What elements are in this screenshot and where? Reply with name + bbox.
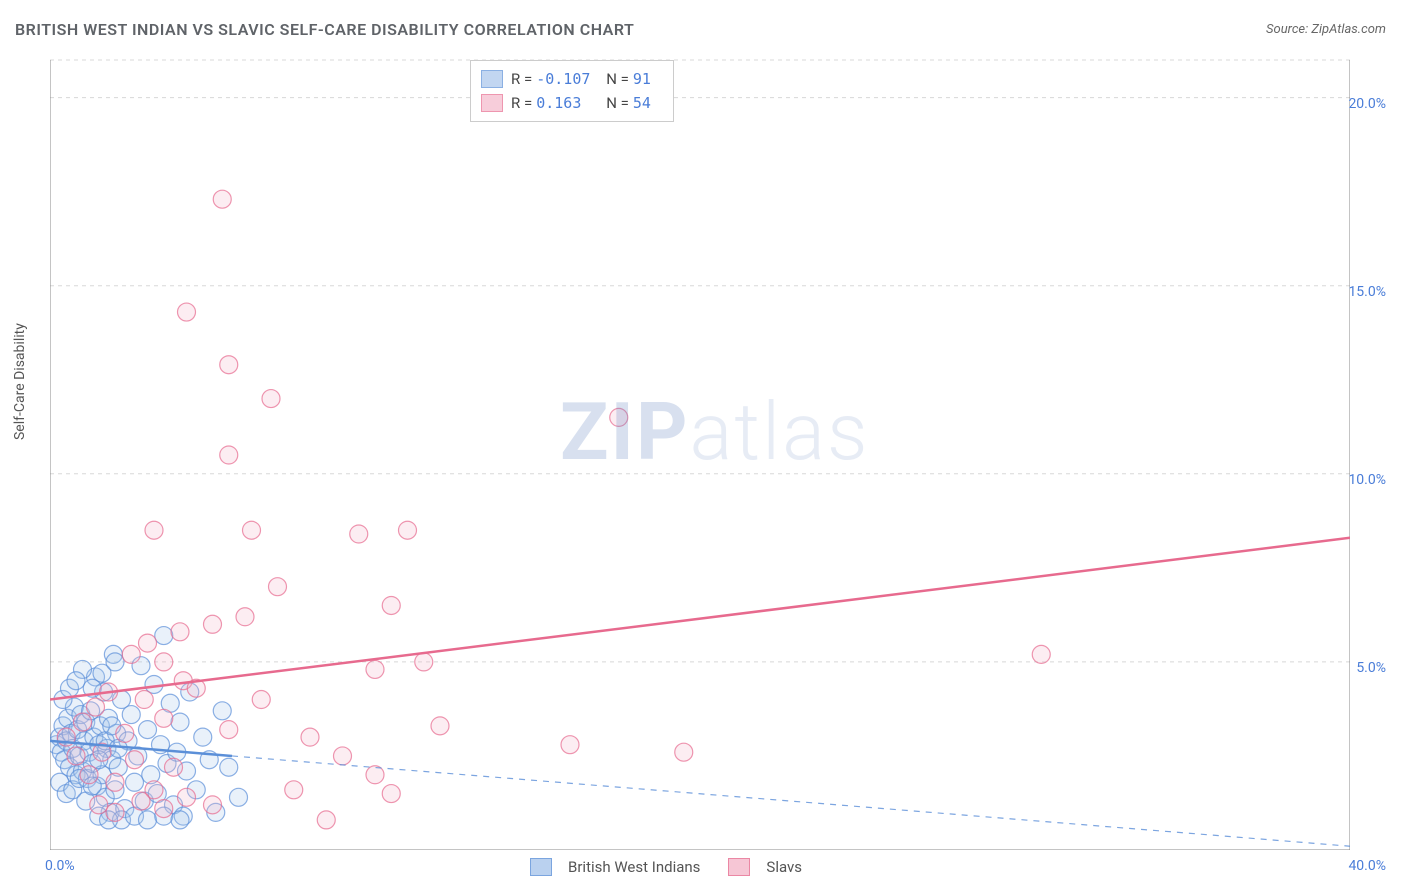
legend-label: British West Indians [568,858,700,876]
legend-item: Slavs [728,858,802,876]
chart-title: BRITISH WEST INDIAN VS SLAVIC SELF-CARE … [15,20,634,39]
legend-swatch [481,94,503,112]
legend-swatch [481,70,503,88]
stats-row: R = 0.163N = 54 [481,91,663,115]
legend-item: British West Indians [530,858,700,876]
source-label: Source: ZipAtlas.com [1266,22,1386,37]
y-tick-label: 5.0% [1356,660,1386,676]
legend-swatch [530,858,552,876]
stats-row: R = -0.107N = 91 [481,67,663,91]
y-tick-label: 20.0% [1348,96,1386,112]
y-tick-label: 15.0% [1348,284,1386,300]
n-value: 91 [633,70,663,88]
legend-swatch [728,858,750,876]
n-value: 54 [633,94,663,112]
y-axis-label: Self-Care Disability [12,323,28,440]
page: BRITISH WEST INDIAN VS SLAVIC SELF-CARE … [0,0,1406,892]
legend-label: Slavs [766,858,802,876]
chart-svg [50,55,1350,850]
r-value: 0.163 [536,94,596,112]
x-tick-label: 40.0% [1348,858,1386,874]
x-tick-label: 0.0% [45,858,75,874]
bottom-legend: British West Indians Slavs [530,858,802,876]
y-tick-label: 10.0% [1348,472,1386,488]
r-value: -0.107 [536,70,596,88]
plot-area: ZIPatlas R = -0.107N = 91R = 0.163N = 54 [50,55,1350,850]
stats-legend: R = -0.107N = 91R = 0.163N = 54 [470,60,674,122]
